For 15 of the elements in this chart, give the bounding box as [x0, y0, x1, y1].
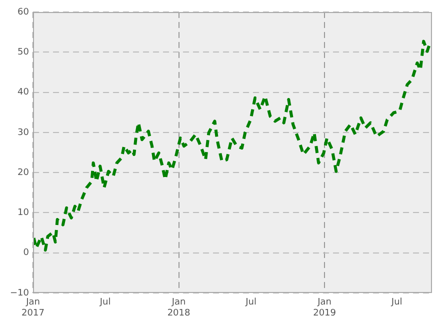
x-tick-label: Jan 2018 [167, 298, 191, 319]
y-tick-label: 50 [18, 47, 30, 58]
y-tick-label: 20 [18, 168, 30, 178]
x-tick-label: Jul [244, 298, 256, 308]
y-tick-label: −10 [10, 288, 30, 298]
y-tick-label: 40 [18, 88, 30, 98]
y-tick-label: 0 [23, 248, 30, 258]
x-tick-label: Jan 2017 [22, 298, 44, 319]
x-tick-label: Jul [98, 298, 111, 308]
y-tick-label: 10 [18, 208, 30, 218]
y-tick-label: 30 [18, 128, 30, 138]
line-series [33, 40, 432, 252]
y-tick-label: 60 [18, 7, 30, 18]
x-tick-label: Jan 2019 [313, 298, 336, 319]
x-tick-label: Jul [390, 298, 402, 308]
